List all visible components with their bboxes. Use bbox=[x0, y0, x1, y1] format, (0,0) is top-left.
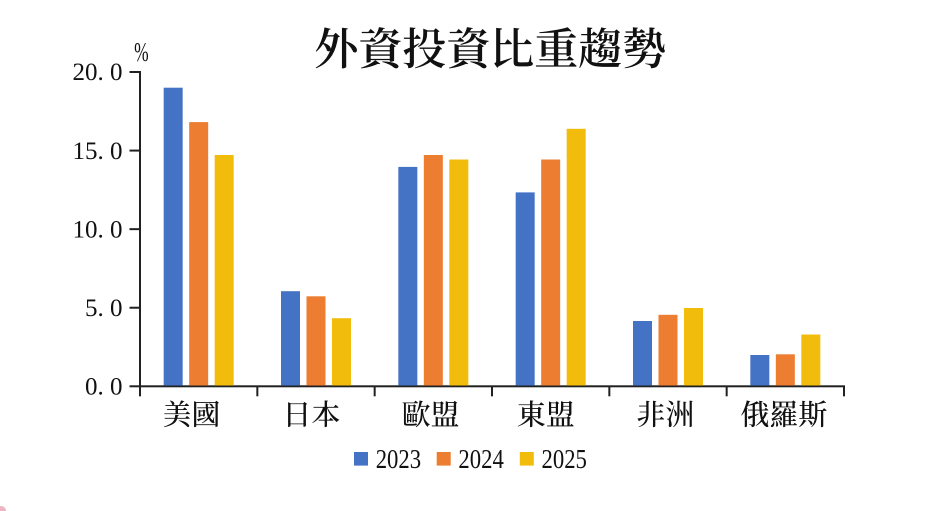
svg-text:%: % bbox=[134, 36, 149, 67]
svg-text:2023: 2023 bbox=[376, 444, 421, 474]
svg-text:15. 0: 15. 0 bbox=[73, 138, 123, 165]
svg-text:5. 0: 5. 0 bbox=[85, 295, 123, 322]
svg-text:2024: 2024 bbox=[458, 444, 504, 474]
svg-text:0. 0: 0. 0 bbox=[85, 374, 123, 401]
svg-text:20. 0: 20. 0 bbox=[73, 59, 123, 86]
svg-text:10. 0: 10. 0 bbox=[73, 216, 123, 243]
svg-text:2025: 2025 bbox=[542, 444, 587, 474]
